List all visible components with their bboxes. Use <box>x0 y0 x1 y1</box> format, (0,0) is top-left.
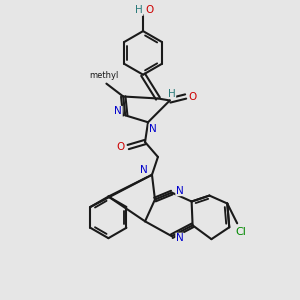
Text: O: O <box>145 5 153 15</box>
Text: N: N <box>176 186 184 196</box>
Text: methyl: methyl <box>90 71 119 80</box>
Text: H: H <box>135 5 143 15</box>
Text: O: O <box>116 142 124 152</box>
Text: H: H <box>168 88 176 98</box>
Text: N: N <box>176 233 184 243</box>
Text: Cl: Cl <box>236 227 247 237</box>
Text: N: N <box>114 106 122 116</box>
Text: N: N <box>149 124 157 134</box>
Text: O: O <box>188 92 197 101</box>
Text: N: N <box>140 165 148 175</box>
